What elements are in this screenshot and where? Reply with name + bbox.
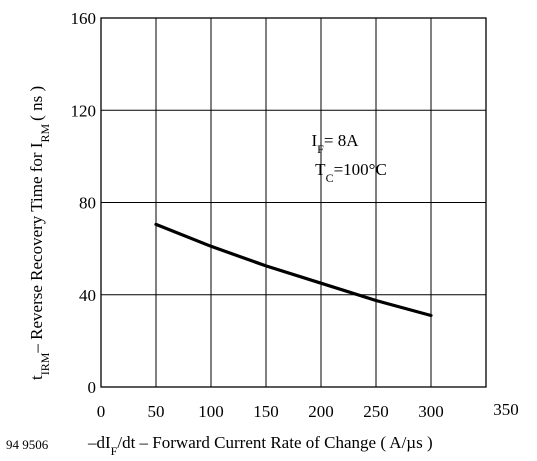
annotation-tc: TC=100°C bbox=[315, 160, 387, 185]
x-tick-label-5: 250 bbox=[363, 402, 389, 421]
series-line bbox=[154, 222, 433, 318]
x-tick-label-0: 0 bbox=[97, 402, 106, 421]
y-tick-label-3: 120 bbox=[71, 101, 97, 120]
x-tick-label-3: 150 bbox=[253, 402, 279, 421]
y-tick-labels: 0 40 80 120 160 bbox=[71, 9, 97, 397]
x-tick-label-4: 200 bbox=[308, 402, 334, 421]
y-tick-label-1: 40 bbox=[79, 286, 96, 305]
annotation-if: IF= 8A bbox=[312, 131, 360, 156]
x-tick-label-6: 300 bbox=[418, 402, 444, 421]
y-tick-label-2: 80 bbox=[79, 194, 96, 213]
y-axis-label: tIRM– Reverse Recovery Time for IRM( ns … bbox=[27, 86, 52, 380]
x-tick-label-1: 50 bbox=[148, 402, 165, 421]
x-tick-label-2: 100 bbox=[198, 402, 224, 421]
figure-id: 94 9506 bbox=[6, 437, 49, 452]
x-axis-label: –dIF/dt – Forward Current Rate of Change… bbox=[87, 433, 433, 458]
y-tick-label-0: 0 bbox=[88, 378, 97, 397]
grid-lines bbox=[101, 18, 486, 387]
plot-frame bbox=[100, 17, 487, 388]
y-tick-label-4: 160 bbox=[71, 9, 97, 28]
x-tick-label-7: 350 bbox=[493, 400, 519, 419]
x-tick-labels: 0 50 100 150 200 250 300 350 bbox=[97, 400, 519, 421]
